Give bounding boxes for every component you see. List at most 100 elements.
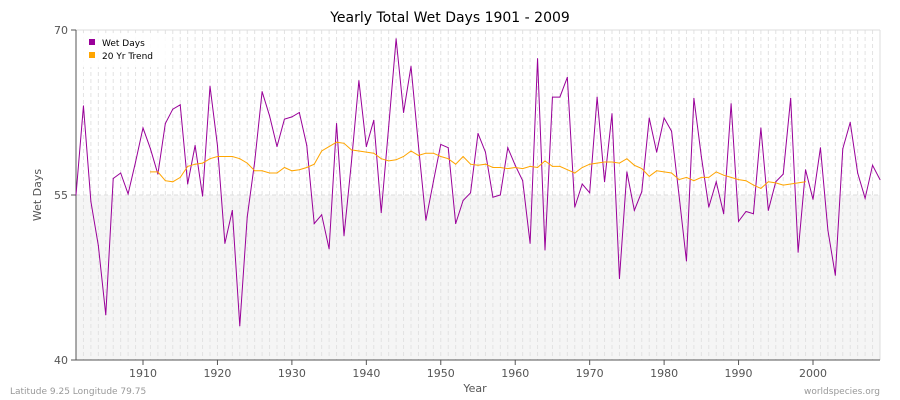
wet-days-point: [216, 145, 218, 146]
trend-point: [581, 167, 583, 168]
wet-days-point: [626, 171, 628, 173]
trend-point: [522, 168, 524, 170]
trend-point: [149, 171, 151, 173]
wet-days-point: [90, 201, 92, 203]
trend-point: [336, 141, 338, 143]
trend-point: [633, 164, 635, 166]
wet-days-point: [604, 181, 606, 183]
wet-days-point: [75, 194, 77, 196]
trend-point: [447, 158, 449, 160]
wet-days-point: [782, 173, 784, 175]
wet-days-point: [105, 314, 107, 316]
x-axis-label: Year: [462, 382, 487, 395]
trend-point: [216, 156, 218, 157]
legend-swatch-trend: [89, 52, 95, 58]
trend-point: [395, 159, 397, 161]
trend-point: [618, 162, 620, 164]
trend-point: [417, 154, 419, 156]
trend-point: [477, 164, 479, 166]
location-caption: Latitude 9.25 Longitude 79.75: [10, 387, 146, 397]
trend-point: [775, 182, 777, 184]
trend-point: [544, 160, 546, 162]
wet-days-point: [276, 146, 278, 148]
plot-background-upper: [76, 30, 880, 195]
trend-point: [537, 167, 539, 168]
wet-days-point: [403, 112, 405, 113]
wet-days-point: [120, 172, 122, 174]
trend-point: [462, 156, 464, 157]
trend-point: [492, 167, 494, 168]
trend-point: [499, 167, 501, 168]
wet-days-point: [306, 145, 308, 146]
wet-days-point: [849, 121, 851, 123]
trend-point: [507, 168, 509, 170]
wet-days-point: [440, 143, 442, 145]
wet-days-point: [127, 193, 129, 195]
trend-point: [797, 182, 799, 184]
x-tick-label: 1940: [352, 367, 380, 380]
trend-point: [589, 163, 591, 165]
wet-days-point: [819, 147, 821, 149]
wet-days-point: [112, 178, 114, 179]
trend-point: [440, 156, 442, 157]
wet-days-point: [857, 172, 859, 174]
wet-days-point: [611, 113, 613, 115]
trend-point: [693, 180, 695, 182]
trend-point: [179, 176, 181, 178]
wet-days-point: [172, 108, 174, 110]
wet-days-point: [179, 104, 181, 106]
wet-days-point: [790, 97, 792, 99]
trend-point: [671, 172, 673, 174]
trend-point: [559, 165, 561, 167]
trend-point: [767, 181, 769, 183]
wet-days-point: [797, 251, 799, 253]
wet-days-point: [537, 58, 539, 60]
trend-point: [269, 172, 271, 174]
wet-days-point: [343, 235, 345, 237]
trend-point: [261, 170, 263, 172]
wet-days-point: [671, 130, 673, 132]
wet-days-point: [358, 80, 360, 82]
wet-days-point: [231, 209, 233, 211]
wet-days-point: [514, 164, 516, 166]
trend-point: [321, 150, 323, 152]
x-tick-label: 1910: [129, 367, 157, 380]
trend-point: [194, 163, 196, 165]
trend-point: [231, 156, 233, 157]
wet-days-point: [827, 229, 829, 231]
legend-label-trend: 20 Yr Trend: [102, 52, 153, 62]
wet-days-point: [633, 209, 635, 211]
trend-point: [313, 163, 315, 165]
x-tick-label: 1960: [501, 367, 529, 380]
x-tick-label: 1970: [576, 367, 604, 380]
trend-point: [760, 187, 762, 189]
trend-point: [239, 158, 241, 160]
wet-days-point: [492, 196, 494, 198]
wet-days-point: [529, 242, 531, 244]
wet-days-point: [872, 164, 874, 166]
wet-days-point: [566, 76, 568, 78]
wet-days-point: [410, 65, 412, 67]
wet-days-point: [142, 127, 144, 129]
y-axis-label: Wet Days: [31, 169, 44, 222]
trend-point: [551, 165, 553, 167]
source-caption: worldspecies.org: [804, 387, 880, 397]
wet-days-point: [499, 194, 501, 196]
trend-point: [790, 183, 792, 185]
trend-point: [380, 158, 382, 160]
trend-point: [410, 150, 412, 152]
wet-days-point: [365, 146, 367, 148]
trend-point: [782, 184, 784, 186]
wet-days-point: [730, 103, 732, 105]
wet-days-point: [224, 242, 226, 244]
wet-days-point: [269, 115, 271, 117]
trend-point: [663, 171, 665, 173]
trend-point: [604, 161, 606, 163]
trend-point: [529, 165, 531, 167]
trend-point: [403, 156, 405, 157]
trend-point: [276, 172, 278, 174]
wet-days-point: [648, 117, 650, 119]
trend-point: [715, 171, 717, 173]
trend-point: [373, 152, 375, 154]
